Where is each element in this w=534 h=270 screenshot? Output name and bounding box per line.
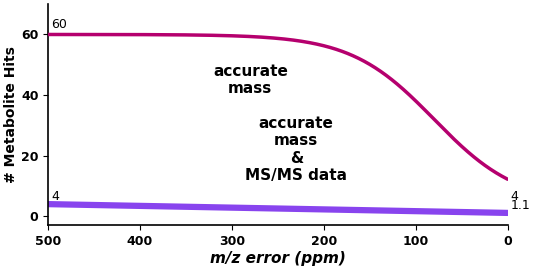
Y-axis label: # Metabolite Hits: # Metabolite Hits: [4, 46, 18, 183]
Text: accurate
mass: accurate mass: [213, 64, 288, 96]
Text: 4: 4: [511, 190, 518, 202]
Text: accurate
mass
&
MS/MS data: accurate mass & MS/MS data: [245, 116, 347, 183]
X-axis label: m/z error (ppm): m/z error (ppm): [210, 251, 346, 266]
Text: 4: 4: [51, 190, 59, 202]
Text: 1.1: 1.1: [511, 199, 530, 212]
Text: 60: 60: [51, 18, 67, 31]
